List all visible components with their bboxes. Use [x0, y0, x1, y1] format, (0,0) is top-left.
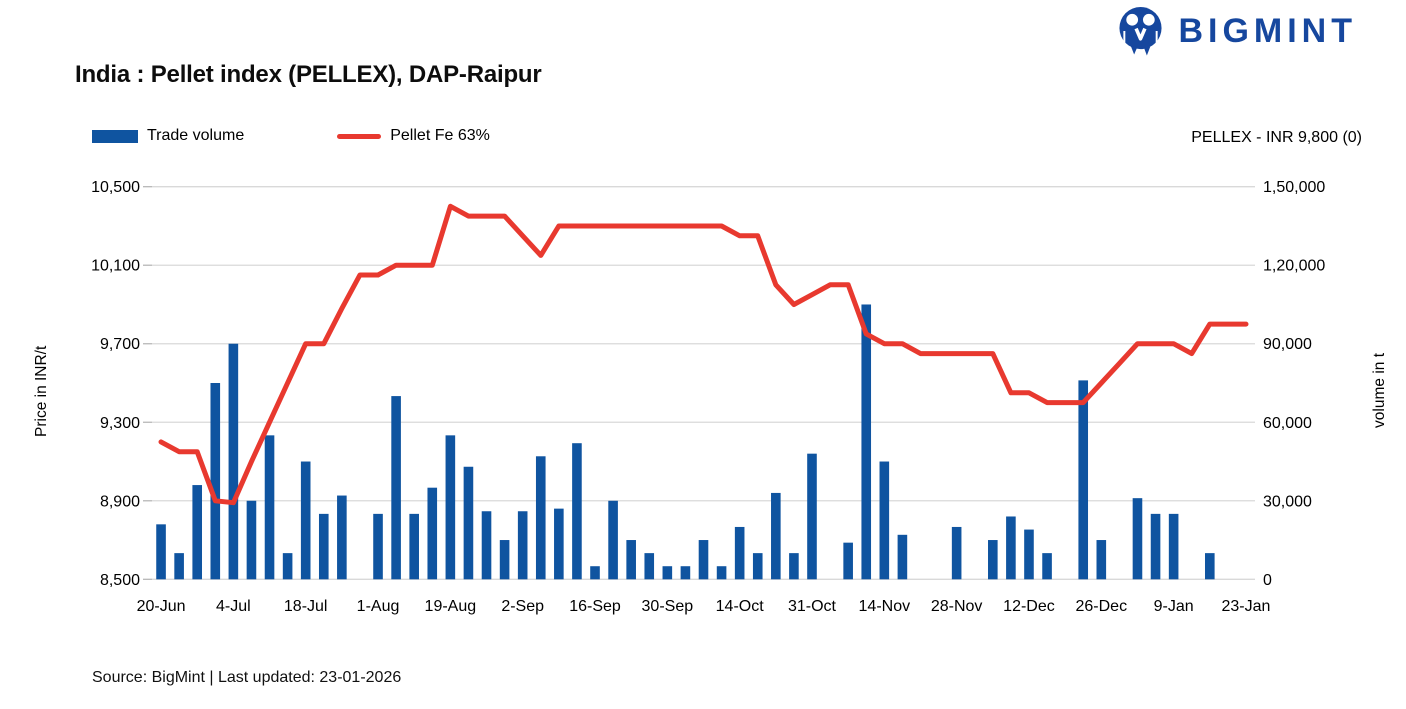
trade-volume-bar [752, 553, 763, 580]
trade-volume-bar [1024, 529, 1034, 580]
trade-volume-bar [662, 566, 673, 580]
trade-volume-bar [608, 500, 618, 580]
bigmint-logo-text: BIGMINT [1178, 11, 1357, 50]
trade-volume-bar [499, 540, 510, 580]
x-axis-tick-label: 14-Oct [716, 598, 765, 615]
trade-volume-bar [698, 540, 709, 580]
x-axis-tick-label: 12-Dec [1003, 598, 1055, 615]
left-axis-tick-label: 8,900 [100, 493, 140, 510]
x-axis-tick-label: 23-Jan [1221, 598, 1270, 615]
trade-volume-bar [861, 304, 872, 580]
x-axis-tick-label: 4-Jul [216, 598, 251, 615]
left-axis-tick-label: 10,500 [91, 179, 140, 196]
trade-volume-bar [481, 511, 492, 580]
trade-volume-bar [282, 553, 293, 580]
pellex-latest-value: PELLEX - INR 9,800 (0) [1191, 129, 1362, 146]
chart-legend: Trade volume Pellet Fe 63% [92, 127, 490, 145]
trade-volume-bar [535, 456, 546, 580]
x-axis-tick-label: 20-Jun [137, 598, 186, 615]
trade-volume-bar [879, 461, 890, 580]
right-axis-tick-label: 90,000 [1263, 336, 1312, 353]
x-axis-tick-label: 30-Sep [642, 598, 694, 615]
trade-volume-bar [716, 566, 727, 580]
x-axis-tick-label: 9-Jan [1154, 598, 1194, 615]
x-axis-tick-label: 18-Jul [284, 598, 328, 615]
trade-volume-bar [373, 513, 383, 580]
trade-volume-bar [680, 566, 691, 580]
trade-volume-bar [554, 508, 564, 580]
trade-volume-bar [264, 435, 275, 580]
trade-volume-bar [1204, 553, 1215, 580]
legend-label-trade-volume: Trade volume [147, 127, 245, 144]
trade-volume-bar [246, 500, 257, 580]
trade-volume-bar [391, 396, 401, 580]
x-axis-tick-label: 31-Oct [788, 598, 837, 615]
bigmint-logo: BIGMINT [1117, 5, 1357, 57]
left-axis-tick-label: 9,700 [100, 336, 140, 353]
trade-volume-bar [210, 383, 221, 580]
trade-volume-bar [409, 513, 419, 580]
trade-volume-bar [174, 553, 184, 580]
x-axis-tick-label: 14-Nov [859, 598, 911, 615]
trade-volume-bar [590, 566, 600, 580]
trade-volume-bar [192, 485, 203, 580]
trade-volume-bar [1042, 553, 1052, 580]
x-axis-tick-label: 16-Sep [569, 598, 621, 615]
source-note: Source: BigMint | Last updated: 23-01-20… [92, 669, 402, 686]
trade-volume-bar [988, 540, 998, 580]
trade-volume-bar [572, 443, 582, 580]
pellet-fe-line [158, 203, 1249, 506]
trade-volume-bar [897, 534, 908, 580]
trade-volume-bar [463, 466, 474, 580]
x-axis-tick-label: 26-Dec [1076, 598, 1128, 615]
trade-volume-bar [644, 553, 655, 580]
chart-title: India : Pellet index (PELLEX), DAP-Raipu… [75, 61, 542, 88]
trade-volume-bar [228, 343, 239, 580]
trade-volume-bar [318, 513, 329, 580]
trade-volume-bar [445, 435, 456, 580]
legend-item-trade-volume: Trade volume [92, 127, 244, 145]
trade-volume-bar [1150, 513, 1161, 580]
legend-label-pellet-fe: Pellet Fe 63% [390, 127, 490, 144]
right-axis-title: volume in t [1371, 353, 1388, 428]
trade-volume-bar [789, 553, 799, 580]
left-axis-tick-label: 9,300 [100, 415, 140, 432]
trade-volume-bar [771, 492, 781, 580]
right-axis-tick-label: 30,000 [1263, 493, 1312, 510]
x-axis-tick-label: 28-Nov [931, 598, 983, 615]
right-axis-tick-label: 0 [1263, 572, 1272, 589]
pellet-fe-swatch [337, 133, 382, 139]
x-axis-tick-label: 1-Aug [357, 598, 400, 615]
legend-item-pellet-fe: Pellet Fe 63% [337, 127, 490, 145]
right-axis-tick-label: 1,20,000 [1263, 258, 1325, 275]
x-axis-tick-label: 2-Sep [501, 598, 544, 615]
right-axis-tick-label: 60,000 [1263, 415, 1312, 432]
left-axis-title: Price in INR/t [33, 345, 50, 437]
trade-volume-bar [1168, 513, 1179, 580]
trade-volume-bar [626, 540, 636, 580]
trade-volume-bar [300, 461, 311, 580]
trade-volume-bar [1078, 380, 1089, 580]
trade-volume-bar [427, 487, 438, 580]
trade-volume-bar [734, 526, 745, 580]
trade-volume-bar [807, 453, 817, 580]
trade-volume-bar [156, 524, 166, 580]
trade-volume-bar [1132, 498, 1143, 580]
trade-volume-bar [517, 511, 528, 580]
left-axis-tick-label: 8,500 [100, 572, 140, 589]
right-axis-tick-label: 1,50,000 [1263, 179, 1325, 196]
x-axis-tick-label: 19-Aug [425, 598, 477, 615]
trade-volume-bar [1006, 516, 1016, 580]
bigmint-logo-icon [1119, 7, 1163, 56]
left-axis-tick-label: 10,100 [91, 258, 140, 275]
trade-volume-bar [951, 526, 962, 580]
trade-volume-bar [337, 495, 347, 580]
trade-volume-swatch [92, 129, 138, 143]
trade-volume-bar [1096, 540, 1107, 580]
trade-volume-bar [843, 542, 853, 580]
